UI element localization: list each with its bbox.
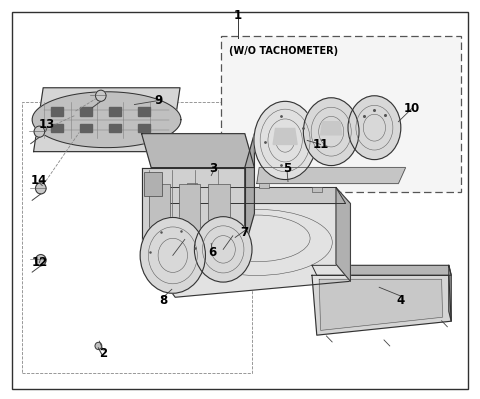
Bar bbox=[80, 107, 92, 116]
Bar bbox=[138, 124, 150, 132]
Text: 2: 2 bbox=[99, 347, 107, 359]
Polygon shape bbox=[319, 279, 443, 330]
Text: 9: 9 bbox=[154, 94, 163, 107]
Bar bbox=[109, 107, 121, 116]
Polygon shape bbox=[257, 168, 406, 184]
Text: 4: 4 bbox=[396, 294, 405, 306]
Text: 13: 13 bbox=[39, 118, 55, 131]
Bar bbox=[208, 184, 230, 231]
Bar bbox=[179, 184, 200, 231]
Bar bbox=[259, 183, 269, 188]
Bar bbox=[109, 124, 121, 132]
Polygon shape bbox=[449, 265, 451, 321]
Bar bbox=[80, 124, 92, 132]
Ellipse shape bbox=[194, 217, 252, 282]
Polygon shape bbox=[34, 88, 180, 152]
Polygon shape bbox=[142, 134, 254, 168]
Text: 10: 10 bbox=[404, 102, 420, 115]
Polygon shape bbox=[245, 134, 254, 247]
Text: 11: 11 bbox=[312, 138, 329, 151]
Polygon shape bbox=[32, 92, 181, 148]
Polygon shape bbox=[312, 265, 451, 275]
Ellipse shape bbox=[96, 90, 106, 101]
Polygon shape bbox=[273, 128, 297, 144]
Bar bbox=[144, 172, 162, 196]
Polygon shape bbox=[142, 168, 245, 247]
Ellipse shape bbox=[95, 342, 102, 350]
Ellipse shape bbox=[348, 96, 401, 160]
Text: 3: 3 bbox=[210, 162, 217, 175]
Bar bbox=[51, 124, 63, 132]
Text: (W/O TACHOMETER): (W/O TACHOMETER) bbox=[229, 46, 338, 56]
Bar bbox=[51, 107, 63, 116]
Polygon shape bbox=[312, 275, 451, 335]
Ellipse shape bbox=[140, 217, 205, 293]
Text: 12: 12 bbox=[31, 256, 48, 269]
Text: 7: 7 bbox=[241, 226, 249, 239]
Bar bbox=[187, 183, 197, 188]
Polygon shape bbox=[158, 188, 346, 203]
Text: 1: 1 bbox=[234, 9, 241, 22]
Ellipse shape bbox=[254, 101, 316, 180]
Bar bbox=[138, 107, 150, 116]
Polygon shape bbox=[336, 188, 350, 281]
Polygon shape bbox=[149, 203, 350, 297]
Bar bbox=[312, 187, 322, 192]
Ellipse shape bbox=[303, 98, 359, 166]
Text: 5: 5 bbox=[283, 162, 291, 175]
Text: 14: 14 bbox=[31, 174, 48, 187]
Text: 8: 8 bbox=[159, 294, 168, 306]
Text: 6: 6 bbox=[208, 246, 216, 259]
Bar bbox=[149, 184, 170, 231]
Bar bbox=[221, 36, 461, 192]
Polygon shape bbox=[321, 122, 342, 135]
Bar bbox=[22, 102, 252, 373]
Ellipse shape bbox=[36, 183, 46, 194]
Ellipse shape bbox=[36, 255, 46, 266]
Ellipse shape bbox=[34, 126, 45, 137]
